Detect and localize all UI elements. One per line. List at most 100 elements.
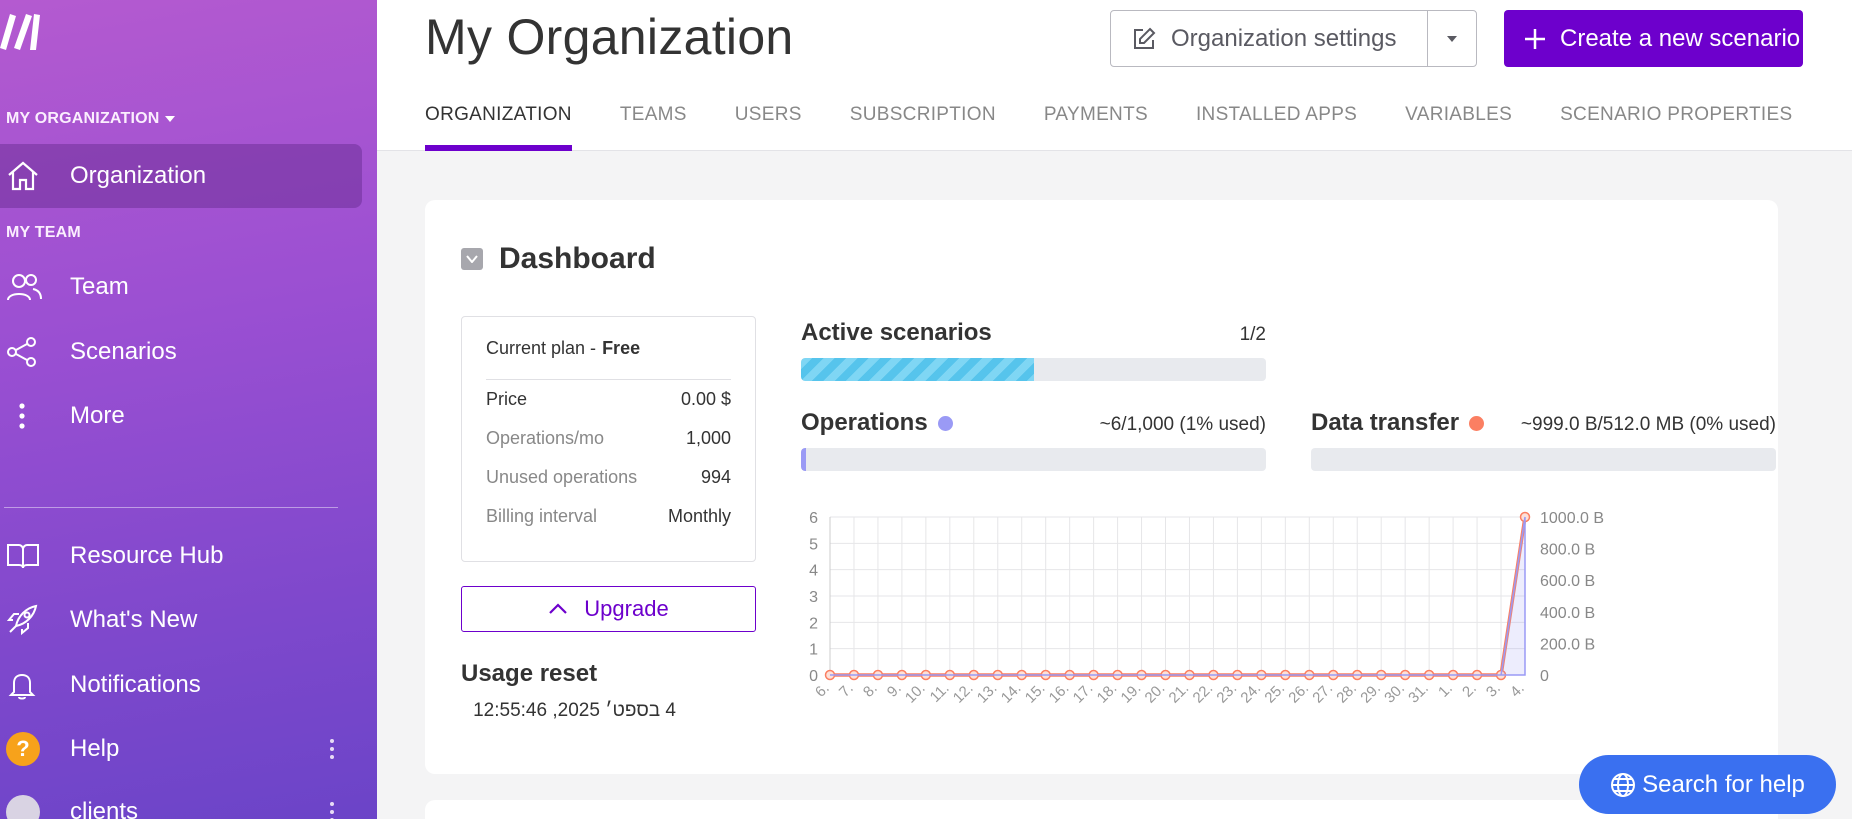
data-transfer-bar (1311, 448, 1776, 471)
plan-row-key: Unused operations (486, 467, 638, 487)
sidebar-item-more[interactable]: More (0, 384, 362, 448)
kebab-menu-icon[interactable] (330, 739, 334, 759)
sidebar-item-clients[interactable]: clients (0, 780, 362, 819)
x-tick-label: 24. (1237, 680, 1264, 707)
plan-row-value: 0.00 $ (680, 389, 731, 409)
y-right-tick-label: 800.0 B (1540, 542, 1595, 559)
current-plan-heading: Current plan - Free (486, 317, 731, 380)
globe-icon (1611, 772, 1636, 797)
sidebar-item-label: clients (70, 798, 139, 819)
sidebar-item-label: Scenarios (70, 338, 177, 365)
next-card (425, 800, 1778, 819)
my-team-heading: MY TEAM (6, 224, 81, 242)
usage-chart: 0 1 2 3 4 5 6 0 200.0 B 400.0 B 600.0 B 800.0 B 1000… (809, 510, 1604, 707)
x-tick-label: 31. (1405, 680, 1432, 707)
page-title: My Organization (425, 9, 794, 65)
operations-label: Operations (801, 409, 928, 436)
sidebar-item-label: More (70, 402, 125, 429)
create-scenario-button[interactable]: Create a new scenario (1504, 10, 1803, 67)
tab-users[interactable]: USERS (734, 104, 802, 125)
help-icon: ? (0, 717, 70, 781)
operations-legend-dot (937, 415, 953, 431)
tab-bar: ORGANIZATION TEAMS USERS SUBSCRIPTION PA… (425, 104, 1840, 151)
plan-row-unused-operations: Unused operations 994 (486, 458, 731, 497)
home-icon (0, 144, 70, 208)
tab-teams[interactable]: TEAMS (619, 104, 687, 125)
bell-icon (0, 653, 70, 717)
data-transfer-label: Data transfer (1311, 409, 1460, 436)
collapse-toggle-icon[interactable] (461, 248, 483, 270)
plan-row-value: 1,000 (685, 428, 731, 448)
x-tick-label: 3. (1483, 680, 1504, 701)
tab-variables[interactable]: VARIABLES (1405, 104, 1513, 125)
sidebar-item-scenarios[interactable]: Scenarios (0, 320, 362, 384)
organization-switcher[interactable]: MY ORGANIZATION (6, 110, 176, 128)
sidebar-item-label: Organization (70, 162, 207, 189)
sidebar-item-label: What's New (70, 606, 198, 633)
page-header: My Organization Organization settings Cr… (377, 0, 1852, 151)
help-badge: ? (6, 732, 40, 766)
tab-organization[interactable]: ORGANIZATION (425, 104, 572, 151)
x-tick-label: 29. (1357, 680, 1384, 707)
y-right-tick-label: 1000.0 B (1540, 510, 1604, 527)
y-left-tick-label: 2 (809, 615, 818, 632)
x-tick-label: 28. (1333, 680, 1360, 707)
create-scenario-label: Create a new scenario (1560, 24, 1801, 52)
edit-icon (1134, 27, 1156, 49)
x-tick-label: 12. (950, 680, 977, 707)
share-icon (0, 320, 70, 384)
usage-reset-value: 4 בספט׳ 2025, 12:55:46 (473, 700, 676, 721)
x-tick-label: 15. (1022, 680, 1049, 707)
sidebar-item-whats-new[interactable]: What's New (0, 588, 362, 652)
settings-dropdown-button[interactable] (1428, 11, 1476, 66)
x-tick-label: 22. (1190, 680, 1217, 707)
users-icon (0, 255, 70, 319)
sidebar-item-resource-hub[interactable]: Resource Hub (0, 524, 362, 588)
rocket-icon (0, 588, 70, 652)
plan-row-value: Monthly (667, 506, 731, 526)
organization-settings-button[interactable]: Organization settings (1111, 11, 1428, 66)
organization-settings-label: Organization settings (1171, 24, 1397, 52)
sidebar-item-team[interactable]: Team (0, 255, 362, 319)
current-plan-box: Current plan - Free Price 0.00 $ Operati… (461, 316, 756, 562)
sidebar-item-label: Notifications (70, 671, 201, 698)
x-tick-label: 10. (902, 680, 929, 707)
x-tick-label: 27. (1309, 680, 1336, 707)
sidebar-item-notifications[interactable]: Notifications (0, 653, 362, 717)
tab-subscription[interactable]: SUBSCRIPTION (849, 104, 996, 125)
dashboard-card: Dashboard Current plan - Free Price 0.00… (425, 200, 1778, 774)
current-plan-label: Current plan - (486, 337, 597, 358)
tab-scenario-properties[interactable]: SCENARIO PROPERTIES (1560, 104, 1793, 125)
x-tick-label: 11. (927, 680, 953, 706)
x-tick-label: 20. (1142, 680, 1169, 707)
my-team-heading-label: MY TEAM (6, 224, 81, 241)
plan-row-price: Price 0.00 $ (486, 380, 731, 419)
x-tick-label: 8. (860, 680, 881, 701)
y-left-tick-label: 4 (809, 563, 818, 580)
operations-title: Operations (801, 409, 953, 437)
data-transfer-title: Data transfer (1311, 409, 1485, 437)
dashboard-header[interactable]: Dashboard (461, 242, 656, 276)
tab-installed-apps[interactable]: INSTALLED APPS (1195, 104, 1358, 125)
book-icon (0, 524, 70, 588)
search-for-help-button[interactable]: Search for help (1579, 755, 1836, 814)
sidebar-item-help[interactable]: ? Help (0, 717, 362, 781)
active-scenarios-value: 1/2 (1239, 324, 1266, 345)
plan-row-key: Price (486, 389, 528, 409)
active-scenarios-bar (801, 358, 1266, 381)
active-scenarios-title: Active scenarios (801, 319, 992, 347)
kebab-menu-icon[interactable] (330, 802, 334, 819)
plan-row-key: Billing interval (486, 506, 598, 526)
organization-settings-group: Organization settings (1110, 10, 1477, 67)
data-transfer-legend-dot (1469, 415, 1485, 431)
operations-value: ~6/1,000 (1% used) (1099, 414, 1266, 435)
upgrade-button[interactable]: Upgrade (461, 586, 756, 632)
sidebar-item-organization[interactable]: Organization (0, 144, 362, 208)
make-logo-icon[interactable] (0, 8, 52, 52)
current-plan-name: Free (602, 337, 641, 358)
x-tick-label: 26. (1285, 680, 1312, 707)
data-transfer-value: ~999.0 B/512.0 MB (0% used) (1520, 414, 1776, 435)
caret-down-icon (164, 116, 175, 122)
tab-payments[interactable]: PAYMENTS (1043, 104, 1148, 125)
plus-icon (1525, 28, 1545, 49)
